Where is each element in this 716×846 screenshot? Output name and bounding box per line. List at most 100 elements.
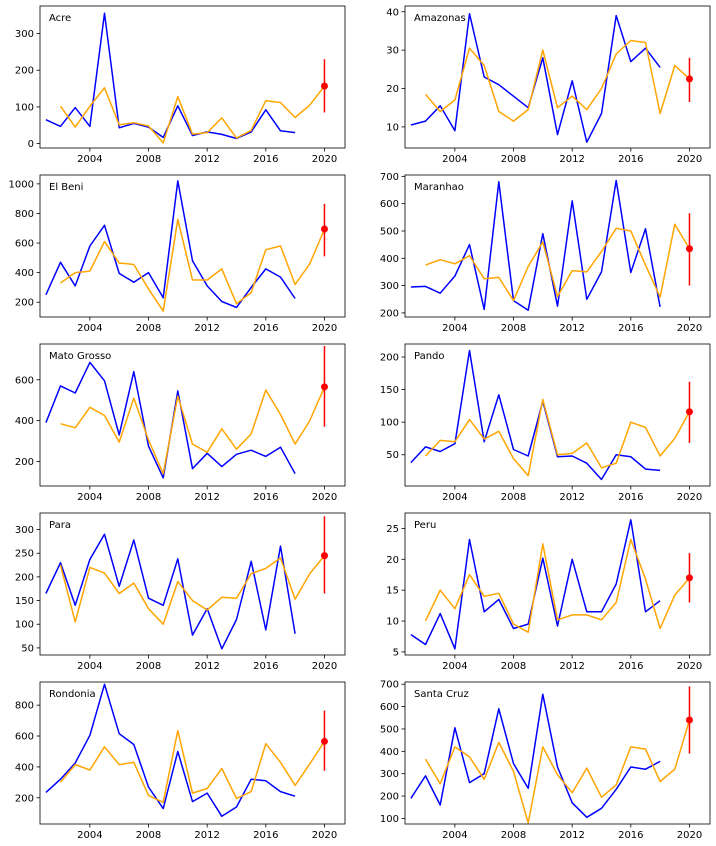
observed-point [483,76,485,78]
observed-point [468,13,470,15]
y-tick-label: 25 [386,524,399,535]
y-tick-label: 300 [15,525,34,536]
y-tick-label: 200 [15,66,34,77]
panel-7: 2004 2008 2012 2016 2020 5 10 15 20 25 Peru [386,512,711,672]
observed-point [498,394,500,396]
observed-point [279,790,281,792]
fitted-point [571,614,573,616]
fitted-point [483,778,485,780]
fitted-point [133,582,135,584]
fitted-point [498,430,500,432]
observed-point [615,454,617,456]
x-tick-label: 2008 [136,323,161,334]
observed-point [118,585,120,587]
x-tick-label: 2016 [618,830,643,841]
fitted-point [133,397,135,399]
observed-point [439,804,441,806]
fitted-point [454,263,456,265]
observed-point [133,281,135,283]
observed-point [498,84,500,86]
fitted-point [586,271,588,273]
observed-point [454,275,456,277]
observed-point [527,787,529,789]
observed-point [659,600,661,602]
observed-point [600,478,602,480]
x-tick-label: 2012 [559,830,584,841]
fitted-point [542,746,544,748]
observed-line [45,361,296,479]
fitted-point [250,572,252,574]
observed-point [483,308,485,310]
observed-line [45,180,296,309]
y-tick-label: 600 [380,199,399,210]
fitted-point [59,282,61,284]
fitted-point [439,589,441,591]
x-tick-label: 2016 [253,661,278,672]
fitted-point [468,47,470,49]
observed-point [600,112,602,114]
observed-point [133,539,135,541]
fitted-point [527,474,529,476]
observed-point [468,781,470,783]
fitted-line [424,719,691,824]
fitted-point [512,770,514,772]
fitted-point [221,428,223,430]
fitted-point [527,631,529,633]
y-tick-label: 500 [380,226,399,237]
fitted-point [250,790,252,792]
observed-point [571,802,573,804]
observed-point [162,807,164,809]
observed-point [45,119,47,121]
fitted-point [454,746,456,748]
y-tick-label: 400 [15,268,34,279]
observed-point [571,200,573,202]
fitted-point [59,105,61,107]
y-tick-label: 40 [386,7,399,18]
y-tick-label: 200 [380,792,399,803]
x-tick-label: 2008 [501,830,526,841]
panel-2: 2004 2008 2012 2016 2020 200 400 600 800 1000 El B… [9,174,346,334]
y-tick-label: 300 [380,769,399,780]
y-tick-label: 0 [28,139,34,150]
observed-point [410,124,412,126]
fitted-point [177,95,179,97]
fitted-point [294,283,296,285]
axes-frame [39,681,346,825]
y-tick-label: 250 [15,549,34,560]
fitted-point [235,797,237,799]
fitted-point [294,784,296,786]
fitted-point [191,279,193,281]
observed-point [410,286,412,288]
fitted-point [103,572,105,574]
observed-point [659,66,661,68]
panel-4: 2004 2008 2012 2016 2020 200 400 600 Mato Grosso [15,343,346,503]
fitted-point [103,746,105,748]
y-tick-label: 100 [380,418,399,429]
observed-point [265,268,267,270]
y-tick-label: 800 [15,701,34,712]
fitted-point [74,427,76,429]
panel-title: Pando [414,351,445,362]
observed-point [424,285,426,287]
fitted-point [512,457,514,459]
observed-point [586,462,588,464]
observed-point [454,727,456,729]
observed-point [279,446,281,448]
observed-point [644,468,646,470]
x-tick-label: 2016 [253,154,278,165]
fitted-point [424,455,426,457]
observed-point [177,180,179,182]
observed-point [177,390,179,392]
x-tick-label: 2016 [253,323,278,334]
observed-point [177,105,179,107]
fitted-point [586,767,588,769]
observed-point [600,807,602,809]
x-tick-label: 2016 [253,830,278,841]
x-tick-label: 2020 [312,830,337,841]
panel-9: 2004 2008 2012 2016 2020 100 200 300 400 500 600 70… [380,680,711,841]
observed-point [410,797,412,799]
observed-point [586,141,588,143]
observed-point [483,611,485,613]
observed-point [45,592,47,594]
forecast-point [685,408,693,416]
